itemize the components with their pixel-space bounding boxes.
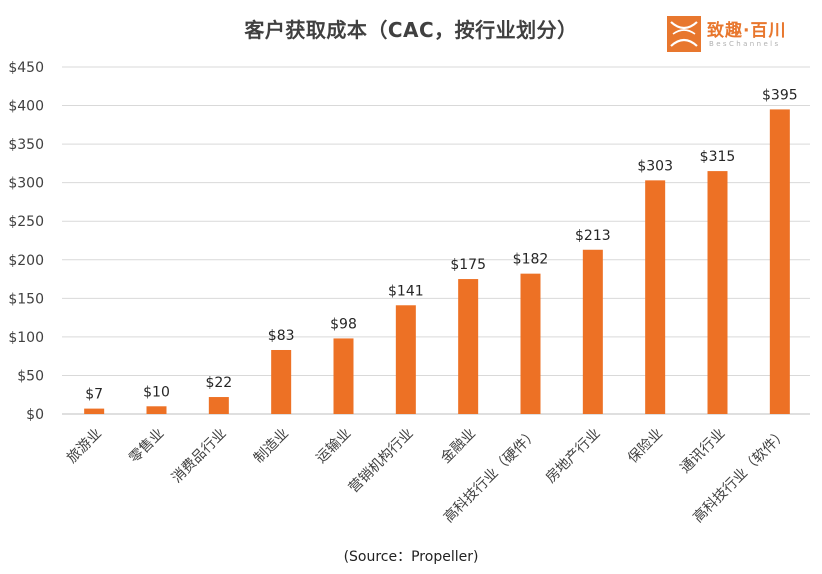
data-label: $141 (388, 283, 424, 299)
logo-subtitle: BesChannels (709, 40, 781, 48)
bar (645, 180, 666, 414)
data-label: $303 (637, 158, 673, 174)
x-tick-label: 营销机构行业 (346, 426, 417, 497)
data-label: $10 (143, 384, 170, 400)
y-tick-label: $300 (8, 176, 44, 192)
bar (582, 249, 603, 414)
x-tick-label: 零售业 (126, 426, 167, 467)
data-label: $395 (762, 87, 798, 103)
x-tick-label: 运输业 (313, 426, 354, 467)
data-label: $315 (700, 149, 736, 165)
data-label: $182 (513, 252, 549, 268)
y-tick-label: $400 (8, 99, 44, 115)
logo-name: 致趣·百川 (707, 21, 787, 41)
data-label: $83 (268, 328, 295, 344)
data-label: $213 (575, 228, 611, 244)
brand-logo: 致趣·百川 BesChannels (665, 14, 805, 58)
y-tick-label: $450 (8, 60, 44, 76)
bar (707, 171, 728, 414)
bar (333, 338, 354, 414)
logo-icon (667, 16, 701, 52)
y-tick-label: $200 (8, 253, 44, 269)
x-tick-label: 房地产行业 (543, 426, 604, 487)
y-tick-label: $0 (26, 407, 44, 423)
bar (395, 305, 416, 414)
bar (458, 279, 479, 414)
data-label: $7 (85, 387, 103, 403)
bar (769, 109, 790, 415)
bar (520, 273, 541, 414)
x-tick-label: 制造业 (251, 426, 292, 467)
y-tick-label: $50 (17, 368, 44, 384)
y-tick-label: $250 (8, 214, 44, 230)
y-tick-label: $150 (8, 291, 44, 307)
data-label: $22 (205, 375, 232, 391)
data-label: $98 (330, 316, 357, 332)
source-note: (Source：Propeller) (343, 549, 479, 565)
x-tick-label: 保险业 (625, 426, 666, 467)
x-tick-label: 金融业 (438, 426, 479, 467)
chart-title: 客户获取成本（CAC，按行业划分） (244, 18, 578, 42)
x-tick-label: 通讯行业 (677, 426, 728, 477)
data-label: $175 (450, 257, 486, 273)
bar (146, 406, 167, 414)
bar (84, 408, 105, 414)
x-tick-label: 旅游业 (64, 426, 105, 467)
y-tick-label: $350 (8, 137, 44, 153)
bar (271, 349, 292, 414)
x-tick-label: 消费品行业 (169, 426, 230, 487)
y-tick-label: $100 (8, 330, 44, 346)
bar (208, 397, 229, 414)
